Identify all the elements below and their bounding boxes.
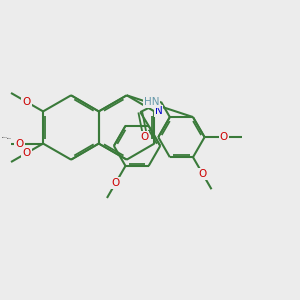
Text: O: O xyxy=(199,169,207,179)
Text: O: O xyxy=(16,139,24,148)
Text: HN: HN xyxy=(144,97,159,107)
Text: N: N xyxy=(155,106,163,116)
Text: methyl: methyl xyxy=(7,138,12,140)
Text: O: O xyxy=(112,178,120,188)
Text: methoxy: methoxy xyxy=(2,137,9,138)
Text: O: O xyxy=(22,97,31,107)
Text: O: O xyxy=(22,148,31,158)
Text: O: O xyxy=(140,133,148,142)
Text: O: O xyxy=(220,132,228,142)
